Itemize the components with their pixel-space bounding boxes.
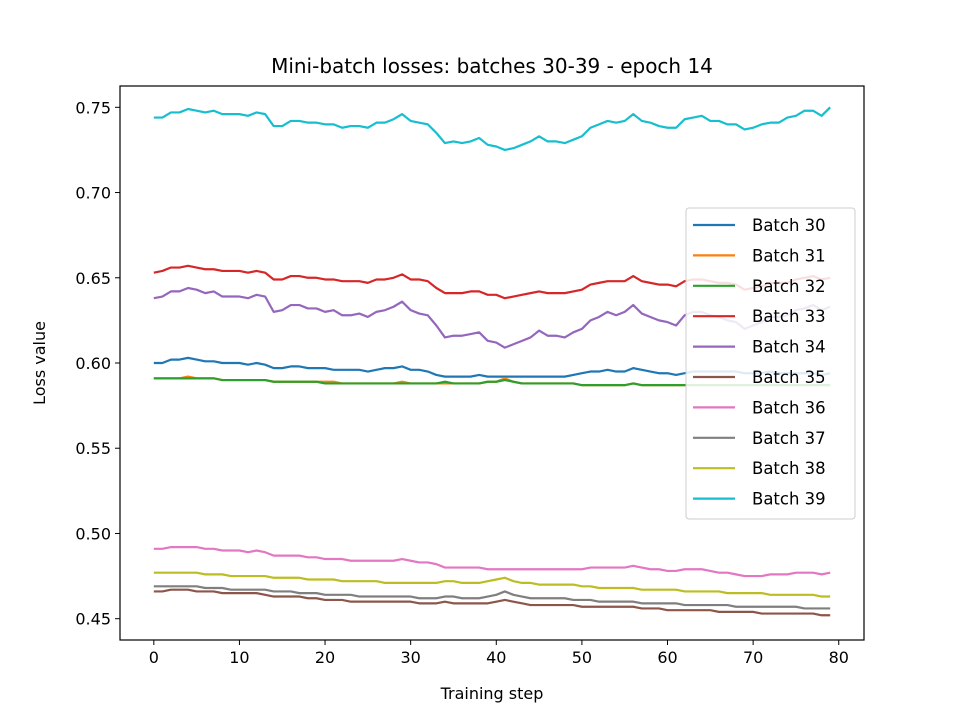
legend-label-31: Batch 31 (752, 246, 826, 265)
x-tick-label: 30 (400, 648, 420, 667)
y-tick-label: 0.55 (75, 439, 111, 458)
y-tick-label: 0.45 (75, 610, 111, 629)
legend-label-34: Batch 34 (752, 338, 826, 357)
y-tick-label: 0.50 (75, 524, 111, 543)
series-line-39 (153, 106, 831, 152)
x-axis-ticks: 0 10 20 30 40 50 60 70 80 (149, 640, 849, 667)
legend-label-39: Batch 39 (752, 490, 826, 509)
series-line-35 (153, 588, 831, 617)
legend-label-33: Batch 33 (752, 307, 826, 326)
series-line-37 (153, 585, 831, 610)
y-tick-label: 0.60 (75, 354, 111, 373)
legend-label-32: Batch 32 (752, 277, 826, 296)
y-tick-label: 0.65 (75, 269, 111, 288)
x-tick-label: 20 (315, 648, 335, 667)
legend-label-35: Batch 35 (752, 368, 826, 387)
series-layer (153, 106, 831, 617)
x-tick-label: 0 (149, 648, 159, 667)
series-line-38 (153, 571, 831, 598)
y-axis-label: Loss value (30, 321, 49, 405)
legend-label-30: Batch 30 (752, 216, 826, 235)
legend: Batch 30 Batch 31 Batch 32 Batch 33 Batch 34… (685, 207, 856, 520)
chart-title: Mini-batch losses: batches 30-39 - epoch… (271, 54, 713, 78)
x-axis-label: Training step (440, 684, 544, 703)
y-tick-label: 0.75 (75, 98, 111, 117)
x-tick-label: 10 (229, 648, 249, 667)
x-tick-label: 60 (657, 648, 677, 667)
y-axis-ticks: 0.45 0.50 0.55 0.60 0.65 0.70 0.75 (75, 98, 120, 629)
series-line-36 (153, 545, 831, 578)
legend-label-38: Batch 38 (752, 459, 826, 478)
legend-label-36: Batch 36 (752, 398, 826, 417)
y-tick-label: 0.70 (75, 184, 111, 203)
x-tick-label: 50 (572, 648, 592, 667)
x-tick-label: 40 (486, 648, 506, 667)
legend-label-37: Batch 37 (752, 429, 826, 448)
x-tick-label: 80 (829, 648, 849, 667)
x-tick-label: 70 (743, 648, 763, 667)
